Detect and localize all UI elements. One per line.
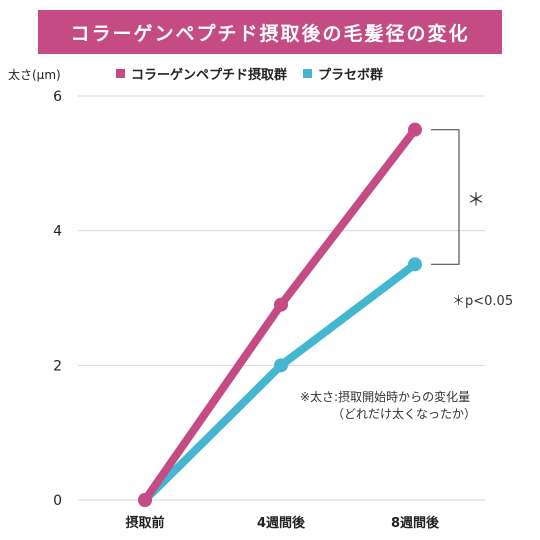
- series-line-0: [141, 125, 419, 504]
- legend-swatch-collagen: [116, 69, 125, 78]
- x-tick-label-0: 摂取前: [125, 515, 164, 531]
- significance-mark: ＊: [467, 190, 485, 211]
- legend-item-collagen: コラーゲンペプチド摂取群: [116, 64, 287, 83]
- data-point-series1-2: [408, 257, 422, 272]
- legend-label-collagen: コラーゲンペプチド摂取群: [131, 68, 288, 83]
- legend-item-placebo: プラセボ群: [303, 64, 383, 83]
- data-point-series0-0: [138, 493, 152, 507]
- legend-label-placebo: プラセボ群: [318, 68, 384, 83]
- footnote: ※太さ:摂取開始時からの変化量 （どれだけ太くなったか）: [300, 389, 476, 423]
- legend: コラーゲンペプチド摂取群 プラセボ群: [116, 64, 383, 83]
- p-value-note: ＊p<0.05: [452, 294, 514, 309]
- y-tick-label-2: 2: [53, 358, 62, 374]
- y-tick-label-6: 6: [53, 89, 62, 105]
- x-tick-label-2: 8週間後: [391, 515, 440, 531]
- x-tick-label-1: 4週間後: [257, 515, 306, 531]
- y-tick-label-4: 4: [53, 224, 62, 240]
- y-tick-label-0: 0: [53, 493, 62, 509]
- data-point-series0-2: [408, 122, 422, 137]
- footnote-line1: ※太さ:摂取開始時からの変化量: [300, 390, 471, 404]
- footnote-line2: （どれだけ太くなったか）: [332, 407, 477, 421]
- title-banner: コラーゲンペプチド摂取後の毛髪径の変化: [38, 10, 502, 54]
- data-point-series0-1: [274, 297, 288, 312]
- significance-bracket: [431, 129, 460, 265]
- chart-title: コラーゲンペプチド摂取後の毛髪径の変化: [70, 22, 470, 45]
- data-point-series1-1: [274, 358, 288, 373]
- legend-swatch-placebo: [303, 69, 313, 78]
- y-axis-unit-label: 太さ(μm): [8, 68, 61, 82]
